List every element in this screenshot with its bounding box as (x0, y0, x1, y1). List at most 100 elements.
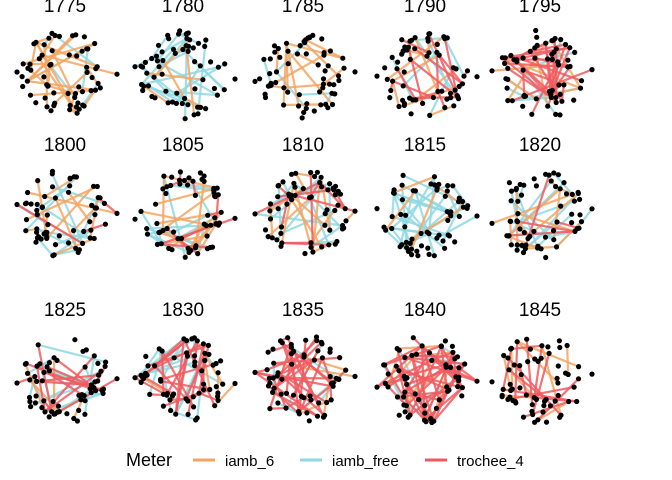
node (97, 85, 103, 91)
node (152, 363, 158, 369)
node (272, 49, 278, 55)
node (65, 90, 71, 97)
node (506, 367, 512, 373)
node (268, 80, 274, 86)
edge-iamb-6 (35, 41, 98, 68)
node (327, 227, 333, 233)
node (430, 94, 436, 101)
node (182, 254, 188, 260)
node (41, 74, 47, 80)
node (554, 219, 560, 225)
nodes (374, 31, 480, 118)
edge-iamb-6 (83, 89, 97, 107)
node (173, 411, 179, 417)
edge-iamb-free (81, 82, 99, 106)
node (335, 188, 341, 194)
edge-trochee-4 (182, 338, 216, 407)
node (76, 106, 82, 112)
node (555, 62, 562, 68)
node (300, 186, 306, 192)
node (196, 390, 202, 396)
panel-title: 1815 (404, 135, 446, 156)
node (220, 381, 226, 387)
node (541, 398, 548, 404)
node (171, 229, 177, 235)
node (65, 189, 72, 195)
node (574, 398, 580, 405)
node (326, 81, 333, 87)
node (394, 394, 401, 400)
node (429, 419, 435, 426)
node (184, 30, 190, 37)
node (428, 181, 434, 187)
node (326, 242, 332, 248)
node (95, 80, 101, 86)
node (460, 204, 466, 210)
node (285, 48, 291, 54)
node (91, 353, 97, 359)
node (213, 221, 219, 227)
edge-iamb-6 (72, 207, 96, 232)
node (407, 240, 413, 246)
node (557, 344, 563, 351)
node (557, 91, 563, 97)
edge-iamb-6 (290, 194, 326, 227)
node (418, 230, 424, 236)
node (331, 82, 337, 88)
edge-trochee-4 (157, 243, 211, 249)
edge-iamb-6 (203, 360, 211, 390)
node (179, 100, 185, 107)
node (546, 350, 552, 356)
node (181, 177, 187, 184)
node (64, 411, 70, 417)
node (553, 183, 559, 190)
node (390, 78, 396, 84)
node (191, 404, 197, 410)
node (520, 55, 526, 61)
node (527, 48, 533, 55)
node (442, 193, 448, 199)
panel-title: 1780 (162, 0, 204, 17)
node (158, 241, 164, 247)
edge-trochee-4 (524, 174, 551, 246)
node (98, 368, 104, 374)
node (270, 375, 276, 381)
node (76, 392, 82, 398)
node (444, 96, 450, 102)
node (25, 189, 31, 196)
node (201, 387, 207, 393)
edge-iamb-6 (429, 104, 455, 117)
node (265, 234, 271, 240)
node (549, 87, 555, 93)
node (390, 190, 397, 196)
edge-iamb-6 (305, 38, 344, 60)
node (409, 352, 415, 358)
node (438, 343, 444, 350)
node (540, 409, 546, 415)
edge-iamb-6 (146, 72, 204, 81)
node (173, 100, 179, 106)
node (66, 52, 72, 58)
node (545, 56, 551, 62)
node (264, 367, 270, 373)
node (521, 92, 527, 98)
node (327, 181, 333, 187)
node (330, 383, 336, 389)
edge-iamb-6 (140, 210, 205, 226)
node (88, 88, 94, 94)
node (414, 248, 420, 254)
node (39, 405, 45, 411)
legend-item-iamb-free: iamb_free (300, 453, 399, 470)
node (301, 109, 307, 115)
node (33, 393, 39, 399)
node (140, 87, 146, 94)
edge-trochee-4 (280, 193, 290, 228)
node (427, 112, 433, 118)
legend-label-trochee-4: trochee_4 (457, 453, 524, 470)
node (197, 170, 203, 176)
node (84, 64, 90, 70)
node (529, 402, 535, 408)
node (180, 46, 186, 53)
node (505, 233, 512, 239)
node (50, 398, 56, 405)
